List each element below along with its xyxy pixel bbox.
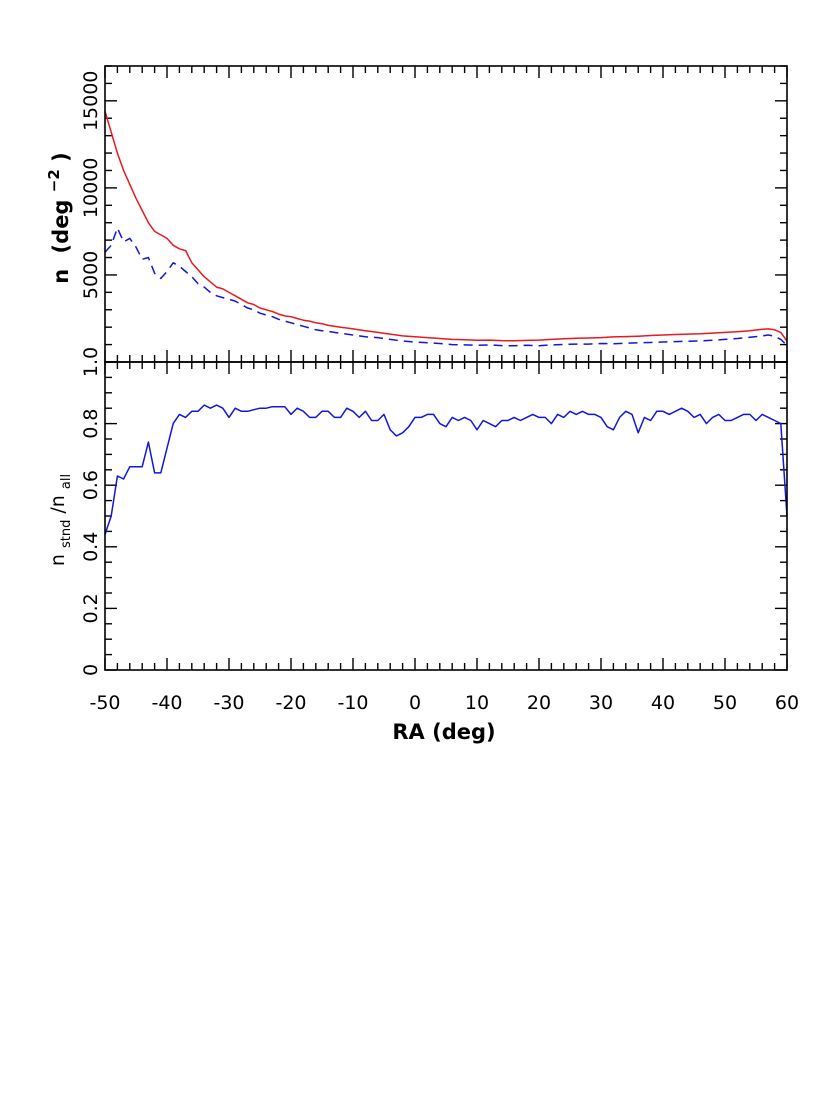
top-y-axis-title-exp: −2	[45, 169, 63, 192]
x-tick-label: -50	[89, 692, 120, 714]
x-tick-label: 60	[775, 692, 799, 714]
x-tick-label: 20	[527, 692, 551, 714]
x-tick-label: 10	[465, 692, 489, 714]
x-tick-label: -10	[337, 692, 368, 714]
x-tick-label: 0	[409, 692, 421, 714]
series-layer	[104, 111, 788, 535]
bottom-ytick-label: 0.8	[80, 408, 102, 438]
top-panel-frame	[104, 65, 788, 363]
bottom-y-axis-title-sub2: all	[59, 474, 74, 489]
top-y-axis-title-unit: (deg	[49, 200, 73, 254]
top-ytick-label: 5000	[80, 251, 102, 299]
top-ytick-label: 10000	[80, 158, 102, 218]
bottom-panel-frame	[104, 361, 788, 671]
bottom-panel-ticks: 0 0.2 0.4 0.6 0.8 1.0 -50 -40 -30 -20 -10 0 10 20 30 40…	[80, 347, 799, 714]
bottom-ytick-label: 0.2	[80, 593, 102, 623]
top-series-line-1	[104, 227, 788, 347]
bottom-ytick-label: 1.0	[80, 347, 102, 377]
bottom-ytick-label: 0.4	[80, 532, 102, 562]
bottom-y-axis-title-slash: /n	[47, 495, 69, 513]
x-axis-title: RA (deg)	[392, 720, 495, 744]
top-ytick-label: 15000	[80, 71, 102, 131]
bottom-ytick-label: 0.6	[80, 470, 102, 500]
x-tick-label: -40	[151, 692, 182, 714]
bottom-ytick-label: 0	[80, 664, 102, 676]
bottom-y-axis-title: n stnd /n all	[47, 474, 75, 566]
top-series-line-0	[104, 111, 788, 342]
x-tick-label: 50	[713, 692, 737, 714]
top-y-axis-title-main: n	[49, 269, 73, 284]
top-y-axis-title-close: )	[49, 152, 73, 162]
x-tick-label: 40	[651, 692, 675, 714]
bottom-y-axis-title-sub1: stnd	[59, 520, 74, 548]
top-y-axis-title: n (deg −2 )	[40, 152, 73, 283]
x-tick-label: 30	[589, 692, 613, 714]
frame-layer	[104, 65, 788, 671]
x-tick-label: -20	[275, 692, 306, 714]
bottom-series-line-0	[104, 404, 788, 535]
top-panel-ticks: 5000 10000 15000	[80, 65, 788, 363]
bottom-y-axis-title-n: n	[47, 554, 69, 566]
x-tick-label: -30	[213, 692, 244, 714]
